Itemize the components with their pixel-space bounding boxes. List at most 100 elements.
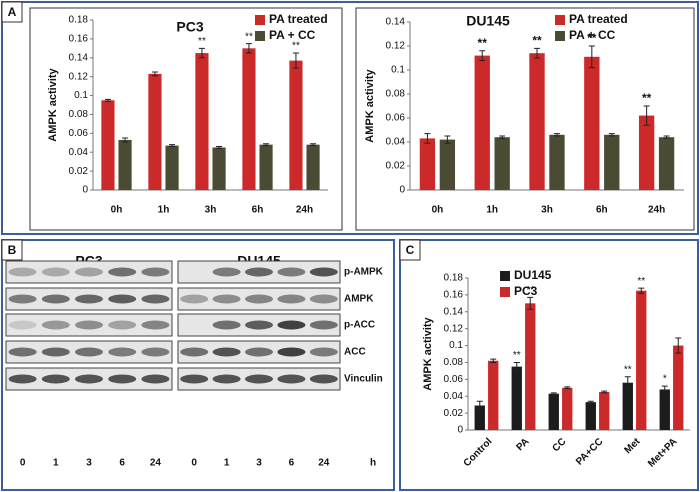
bar — [549, 134, 565, 190]
y-tick-label: 0.02 — [386, 161, 406, 172]
blot-band — [8, 320, 37, 330]
bar — [511, 366, 522, 430]
lane-label: 0 — [191, 458, 197, 469]
blot-band — [277, 347, 306, 357]
x-tick-label: PA+CC — [574, 436, 605, 467]
error-bar — [550, 392, 557, 396]
panel-b-frame — [1, 239, 395, 491]
error-bar — [424, 133, 431, 144]
significance-label: * — [663, 374, 667, 385]
error-bar — [476, 400, 483, 411]
lane-label: 0 — [20, 458, 26, 469]
error-bar — [292, 52, 299, 69]
error-bar — [608, 133, 615, 137]
significance-label: ** — [245, 31, 253, 42]
significance-label: ** — [513, 350, 521, 361]
blot-band — [108, 347, 137, 357]
blot-band — [108, 267, 137, 277]
y-axis-label: AMPK activity — [47, 67, 59, 141]
y-tick-label: 0 — [457, 425, 463, 436]
blot-band — [8, 347, 37, 357]
chart-frame — [29, 7, 343, 231]
y-tick-label: 0.04 — [69, 147, 89, 158]
bar — [585, 402, 596, 430]
lane-label: 1 — [53, 458, 59, 469]
error-bar — [444, 135, 451, 144]
bar — [604, 134, 620, 190]
significance-label: ** — [532, 34, 542, 48]
panel-label: A — [8, 5, 17, 19]
x-tick-label: Met — [623, 436, 643, 456]
y-tick-label: 0.14 — [444, 306, 464, 317]
blot-band — [141, 347, 170, 357]
x-tick-label: 1h — [486, 205, 498, 216]
blot-band — [245, 294, 273, 304]
blot-band — [41, 320, 70, 330]
legend-label: PA + CC — [269, 28, 316, 42]
panel-c-frame — [399, 239, 699, 491]
bar — [494, 137, 510, 190]
bar — [118, 139, 132, 190]
x-tick-label: 0h — [111, 205, 123, 216]
blot-band — [309, 320, 338, 330]
chart-title: DU145 — [466, 13, 510, 29]
x-tick-label: 3h — [205, 205, 217, 216]
error-bar — [601, 390, 608, 394]
y-tick-label: 0.12 — [69, 71, 89, 82]
blot-band — [277, 267, 306, 277]
blot-band — [75, 267, 103, 277]
bar — [474, 405, 485, 430]
error-bar — [104, 98, 111, 102]
error-bar — [122, 137, 129, 143]
blot-band — [277, 294, 306, 304]
blot-band — [41, 267, 70, 277]
lane-label: 3 — [256, 458, 262, 469]
bar — [673, 345, 684, 430]
error-bar — [624, 376, 631, 390]
error-bar — [499, 135, 506, 139]
bar — [148, 73, 162, 190]
legend-label: PA treated — [269, 12, 328, 26]
y-tick-label: 0.06 — [444, 374, 464, 385]
error-bar — [675, 337, 682, 354]
x-tick-label: 1h — [158, 205, 170, 216]
blot-row-label: p-AMPK — [344, 267, 384, 278]
y-tick-label: 0.08 — [386, 89, 406, 100]
bar — [525, 303, 536, 430]
blot-band — [141, 374, 170, 384]
error-bar — [587, 400, 594, 404]
x-tick-label: Control — [462, 436, 495, 469]
panel-a-tag — [1, 1, 23, 23]
blot-band — [212, 267, 241, 277]
y-tick-label: 0.16 — [69, 34, 89, 45]
blot-row-label: AMPK — [344, 294, 374, 305]
error-bar — [588, 45, 595, 69]
blot-band — [212, 294, 241, 304]
bar — [636, 290, 647, 430]
blot-band — [141, 294, 170, 304]
bar — [289, 60, 303, 190]
error-bar — [534, 47, 541, 59]
significance-label: ** — [198, 36, 206, 47]
x-tick-label: PA — [514, 436, 531, 453]
bar — [259, 144, 273, 190]
y-tick-label: 0.12 — [444, 323, 464, 334]
error-bar — [245, 43, 252, 54]
chart-title: PC3 — [176, 19, 203, 35]
legend-label: PA + CC — [569, 28, 616, 42]
blot-band — [75, 374, 103, 384]
y-tick-label: 0.04 — [444, 391, 464, 402]
error-bar — [151, 71, 158, 77]
lane-label: 3 — [86, 458, 92, 469]
x-tick-label: 6h — [596, 205, 608, 216]
y-tick-label: 0.08 — [444, 357, 464, 368]
error-bar — [661, 385, 668, 394]
x-tick-label: 0h — [432, 205, 444, 216]
blot-band — [309, 374, 338, 384]
bar — [165, 145, 179, 190]
bar — [548, 393, 559, 430]
bar — [212, 147, 226, 190]
error-bar — [216, 146, 223, 149]
y-axis-label: AMPK activity — [364, 68, 376, 142]
